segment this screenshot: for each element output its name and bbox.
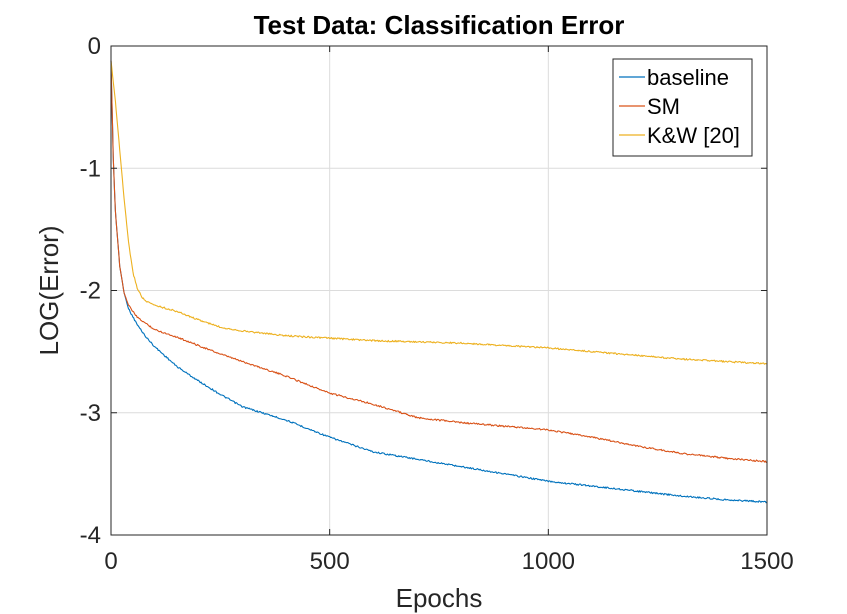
series-line-2: [110, 60, 768, 365]
series-line-0: [110, 60, 768, 504]
legend-label: K&W [20]: [647, 123, 740, 148]
y-axis-label: LOG(Error): [34, 226, 64, 356]
y-tick-label: -1: [80, 155, 101, 182]
legend-label: SM: [647, 94, 680, 119]
y-tick-label: 0: [88, 33, 101, 60]
x-tick-label: 1500: [740, 548, 793, 575]
chart-title: Test Data: Classification Error: [254, 10, 625, 40]
series-lines: [110, 60, 768, 504]
legend-label: baseline: [647, 65, 729, 90]
x-tick-label: 1000: [522, 548, 575, 575]
series-line-1: [110, 60, 768, 463]
x-tick-label: 0: [104, 548, 117, 575]
y-tick-label: -4: [80, 522, 101, 549]
y-tick-label: -3: [80, 400, 101, 427]
x-tick-label: 500: [310, 548, 350, 575]
axis-ticks: 0 500 1000 1500 0 -1 -2 -3 -4: [80, 33, 794, 575]
legend-box: [612, 58, 753, 157]
y-tick-label: -2: [80, 278, 101, 305]
x-axis-label: Epochs: [396, 583, 483, 613]
legend: baseline SM K&W [20]: [612, 58, 753, 157]
